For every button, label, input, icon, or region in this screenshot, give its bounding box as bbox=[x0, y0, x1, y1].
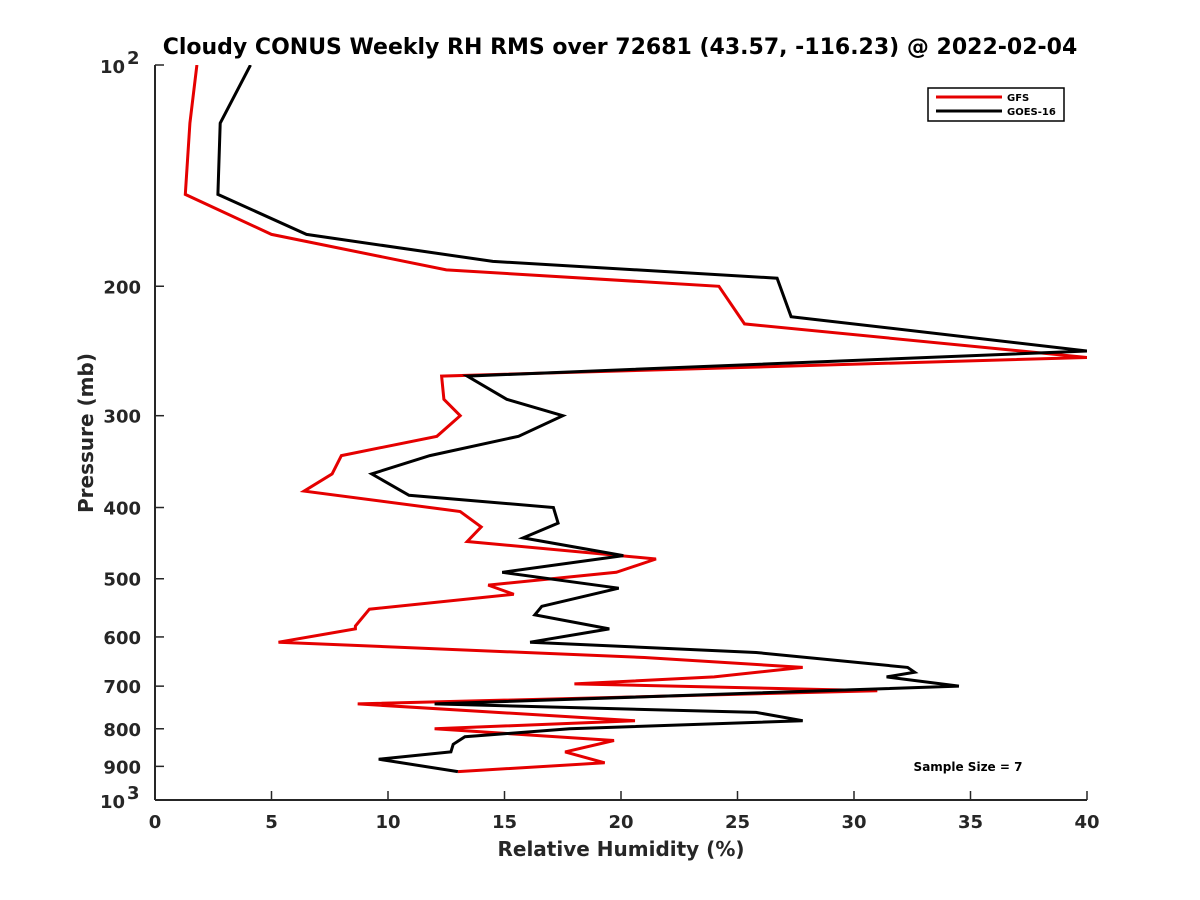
y-tick-label-power: 10 bbox=[100, 792, 125, 813]
x-tick-label: 40 bbox=[1074, 812, 1099, 833]
series-line-goes-16 bbox=[216, 65, 1087, 774]
y-tick-exponent: 3 bbox=[127, 783, 140, 804]
x-ticks: 0 5 10 15 20 25 30 35 40 bbox=[149, 791, 1100, 833]
series-line-gfs bbox=[183, 65, 1087, 774]
y-axis-label: Pressure (mb) bbox=[74, 353, 98, 513]
x-tick-label: 15 bbox=[492, 812, 517, 833]
x-tick-label: 30 bbox=[841, 812, 866, 833]
y-tick-base: 10 bbox=[100, 57, 125, 78]
sample-size-annotation: Sample Size = 7 bbox=[914, 760, 1023, 774]
y-tick-base: 10 bbox=[100, 792, 125, 813]
y-tick-label: 500 bbox=[103, 570, 141, 591]
legend-label-gfs: GFS bbox=[1007, 93, 1029, 104]
y-tick-label: 300 bbox=[103, 407, 141, 428]
x-tick-label: 25 bbox=[725, 812, 750, 833]
y-tick-label: 900 bbox=[103, 757, 141, 778]
x-tick-label: 10 bbox=[375, 812, 400, 833]
y-tick-label-power: 10 bbox=[100, 57, 125, 78]
x-tick-label: 20 bbox=[608, 812, 633, 833]
x-tick-label: 35 bbox=[958, 812, 983, 833]
y-tick-label: 800 bbox=[103, 720, 141, 741]
legend-label-goes16: GOES-16 bbox=[1007, 107, 1056, 118]
x-axis-label: Relative Humidity (%) bbox=[497, 837, 744, 861]
legend-box bbox=[927, 87, 1065, 122]
x-tick-label: 5 bbox=[265, 812, 278, 833]
y-tick-label: 700 bbox=[103, 677, 141, 698]
y-tick-label: 400 bbox=[103, 499, 141, 520]
chart-title: Cloudy CONUS Weekly RH RMS over 72681 (4… bbox=[163, 35, 1078, 60]
x-tick-label: 0 bbox=[149, 812, 162, 833]
series-layer bbox=[183, 65, 1087, 774]
legend: GFS GOES-16 bbox=[927, 87, 1065, 122]
y-tick-label: 600 bbox=[103, 628, 141, 649]
y-tick-label: 200 bbox=[103, 277, 141, 298]
y-tick-exponent: 2 bbox=[127, 48, 140, 69]
